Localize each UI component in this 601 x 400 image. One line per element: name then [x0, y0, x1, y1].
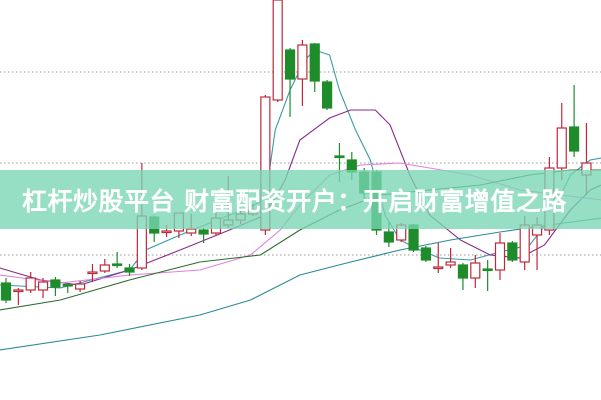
candle	[556, 103, 567, 180]
candle	[507, 241, 518, 262]
candle-body	[272, 0, 283, 101]
candle	[87, 264, 98, 282]
candle	[112, 252, 123, 268]
candle	[482, 260, 493, 291]
candle-body	[433, 266, 444, 270]
banner-title: 杠杆炒股平台 财富配资开户：开启财富增值之路	[22, 186, 567, 216]
candle-body	[186, 228, 197, 234]
candle	[309, 43, 320, 92]
title-banner: 杠杆炒股平台 财富配资开户：开启财富增值之路	[0, 170, 601, 229]
candle-body	[0, 282, 12, 301]
candle-body	[50, 279, 61, 288]
candle-body	[420, 247, 431, 261]
candle-body	[568, 126, 580, 152]
candle	[99, 259, 110, 273]
candle	[494, 233, 506, 280]
candle-body	[334, 155, 345, 159]
candle	[420, 246, 431, 262]
candle	[568, 85, 580, 157]
candle	[124, 264, 135, 276]
candle	[37, 278, 49, 298]
candle-body	[13, 289, 24, 293]
moving-average-line-ma10	[0, 109, 601, 286]
candle-body	[284, 49, 296, 80]
candle-body	[494, 242, 506, 271]
candle	[457, 263, 469, 290]
candle	[284, 48, 296, 117]
candle-body	[37, 281, 49, 291]
candle-body	[556, 127, 567, 169]
candle-body	[62, 283, 73, 287]
candle-body	[383, 231, 394, 243]
candle-body	[198, 229, 209, 235]
candle	[25, 272, 36, 293]
candle-body	[161, 230, 172, 234]
moving-average-line-ma60	[0, 217, 601, 351]
candle-body	[124, 267, 135, 273]
candle	[470, 255, 481, 288]
candle	[62, 283, 73, 293]
candle	[297, 40, 308, 106]
candle-body	[519, 224, 530, 263]
candle-body	[507, 242, 518, 261]
candle	[13, 288, 24, 305]
candle	[198, 228, 209, 243]
candle-body	[297, 44, 308, 80]
candle-body	[445, 261, 456, 266]
candle	[433, 243, 444, 273]
candle-body	[482, 268, 493, 272]
candle-body	[309, 43, 320, 82]
candle-body	[457, 264, 469, 279]
candle	[272, 0, 283, 102]
candle	[445, 248, 456, 268]
candle-body	[74, 283, 86, 290]
candle-body	[112, 263, 123, 267]
candle-body	[322, 81, 333, 109]
candle	[322, 80, 333, 110]
candle	[50, 277, 61, 296]
candle-body	[470, 262, 481, 279]
candle	[74, 281, 86, 292]
candle-body	[260, 96, 271, 231]
candle-body	[99, 264, 110, 272]
candle	[0, 278, 12, 303]
candle-body	[87, 271, 98, 275]
candle-body	[25, 277, 36, 291]
